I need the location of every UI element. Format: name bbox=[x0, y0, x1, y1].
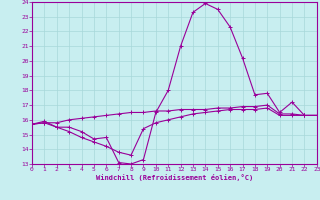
X-axis label: Windchill (Refroidissement éolien,°C): Windchill (Refroidissement éolien,°C) bbox=[96, 174, 253, 181]
